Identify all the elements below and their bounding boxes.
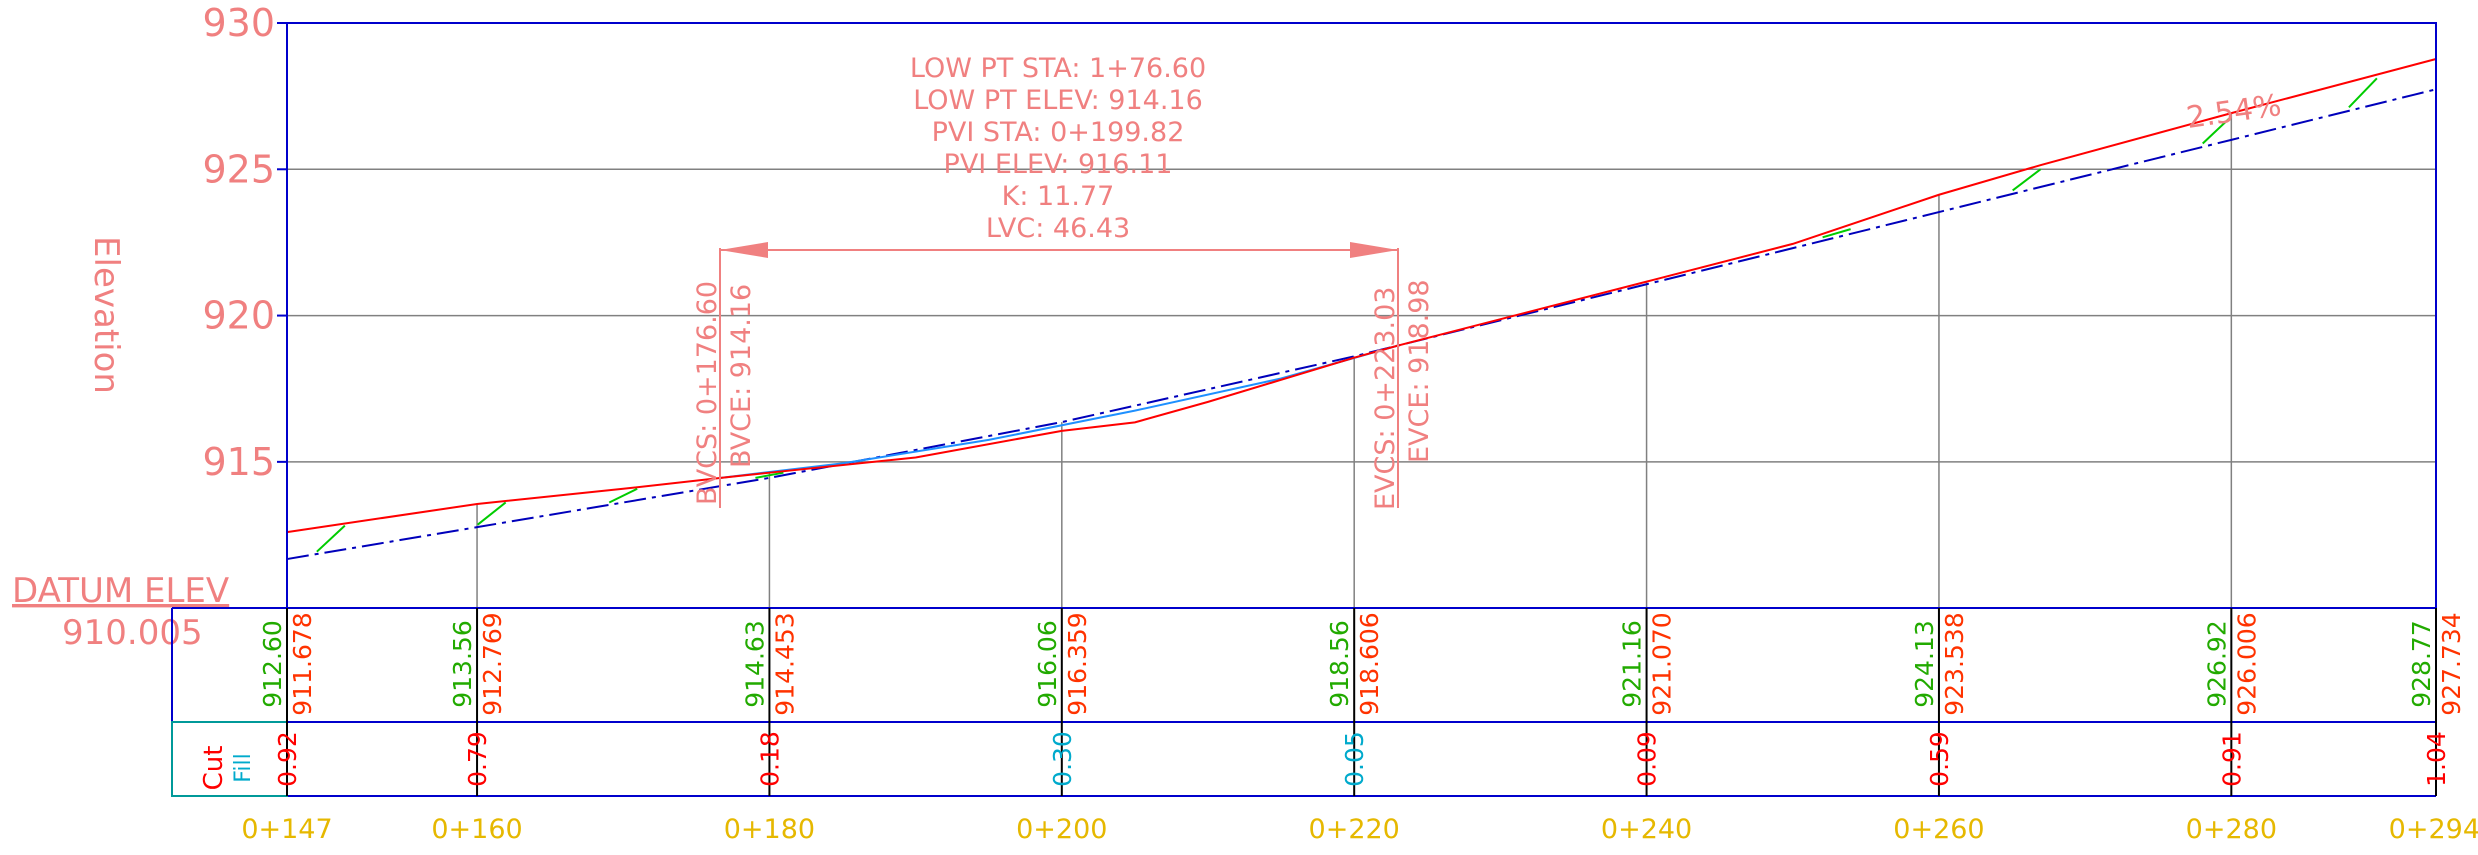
cut-value: 0.09 — [1633, 731, 1662, 787]
station-label: 0+294 — [2389, 814, 2478, 845]
fill-value: 0.30 — [1048, 731, 1077, 787]
station-label: 0+180 — [724, 814, 815, 845]
annotation-line: LOW PT ELEV: 914.16 — [913, 85, 1203, 116]
cut-value: 0.79 — [463, 731, 492, 787]
annotation-line: LOW PT STA: 1+76.60 — [910, 53, 1206, 84]
existing-elevation-value: 928.77 — [2407, 620, 2436, 707]
hatch-mark — [316, 524, 346, 553]
existing-elevation-value: 913.56 — [448, 620, 477, 707]
design-elevation-value: 911.678 — [288, 612, 317, 715]
existing-elevation-value: 924.13 — [1910, 620, 1939, 707]
hatch-mark — [2012, 168, 2042, 192]
cut-value: 0.92 — [273, 731, 302, 787]
evc-station-label: EVCS: 0+223.03 — [1370, 287, 1401, 510]
existing-elevation-value: 921.16 — [1618, 620, 1647, 707]
station-label: 0+147 — [241, 814, 332, 845]
hatch-mark — [477, 501, 507, 526]
design-elevation-value: 914.453 — [770, 612, 799, 715]
station-label: 0+220 — [1309, 814, 1400, 845]
existing-elevation-value: 918.56 — [1325, 620, 1354, 707]
existing-elevation-value: 912.60 — [258, 620, 287, 707]
design-grade-line — [286, 58, 2437, 534]
fill-label: Fill — [231, 753, 256, 782]
annotation-line: PVI ELEV: 916.11 — [944, 149, 1173, 180]
grade-percent-label: 2.54% — [2184, 88, 2283, 136]
cut-value: 1.04 — [2422, 731, 2451, 787]
y-tick-label: 915 — [202, 440, 275, 484]
hatch-mark — [2202, 116, 2232, 145]
annotation-line: LVC: 46.43 — [986, 213, 1130, 244]
table-values: 912.60 911.678 0.92 913.56 912.769 0.79 914.63… — [258, 612, 2466, 787]
station-labels: 0+147 0+160 0+180 0+200 0+220 0+240 0+260 0+280… — [241, 814, 2478, 845]
annotation-line: K: 11.77 — [1002, 181, 1115, 212]
grid-lines — [287, 113, 2436, 608]
cut-fill-legend-box — [171, 721, 288, 797]
cut-label: Cut — [199, 746, 229, 791]
design-elevation-value: 927.734 — [2437, 612, 2466, 715]
annotation-line: PVI STA: 0+199.82 — [932, 117, 1185, 148]
design-elevation-value: 921.070 — [1648, 612, 1677, 715]
cut-value: 0.59 — [1925, 731, 1954, 787]
evc-elevation-label: EVCE: 918.98 — [1404, 279, 1435, 463]
profile-lines — [286, 58, 2437, 561]
hatch-mark — [2348, 77, 2378, 109]
station-label: 0+260 — [1893, 814, 1984, 845]
design-elevation-value: 923.538 — [1940, 612, 1969, 715]
cut-value: 0.18 — [755, 731, 784, 787]
design-elevation-value: 918.606 — [1355, 612, 1384, 715]
data-table — [171, 607, 2437, 797]
fill-value: 0.05 — [1340, 731, 1369, 787]
vertical-curve-line — [719, 344, 1399, 479]
datum-value: 910.005 — [62, 613, 203, 653]
hatch-mark — [608, 487, 638, 504]
hatch-mark — [1822, 228, 1851, 239]
station-label: 0+160 — [431, 814, 522, 845]
station-label: 0+200 — [1016, 814, 1107, 845]
curve-length-arrow — [719, 242, 1399, 508]
bvc-station-label: BVCS: 0+176.60 — [692, 281, 723, 505]
existing-elevation-value: 916.06 — [1033, 620, 1062, 707]
curve-annotation: LOW PT STA: 1+76.60 LOW PT ELEV: 914.16 … — [910, 53, 1206, 244]
design-elevation-value: 926.006 — [2232, 612, 2261, 715]
design-elevation-value: 916.359 — [1063, 612, 1092, 715]
y-axis-label: Elevation — [86, 236, 126, 394]
elevation-axis: 930 925 920 915 — [202, 1, 287, 484]
station-label: 0+240 — [1601, 814, 1692, 845]
hatch-mark — [755, 471, 784, 479]
y-tick-label: 930 — [202, 1, 275, 45]
y-tick-label: 925 — [202, 147, 275, 191]
existing-elevation-value: 926.92 — [2202, 620, 2231, 707]
bvc-elevation-label: BVCE: 914.16 — [726, 284, 757, 468]
y-tick-label: 920 — [202, 294, 275, 338]
cut-value: 0.91 — [2217, 731, 2246, 787]
existing-ground-line — [286, 88, 2437, 561]
datum-label: DATUM ELEV — [12, 571, 229, 611]
design-elevation-value: 912.769 — [478, 612, 507, 715]
existing-elevation-value: 914.63 — [740, 620, 769, 707]
station-label: 0+280 — [2186, 814, 2277, 845]
cut-hatch — [316, 77, 2378, 553]
